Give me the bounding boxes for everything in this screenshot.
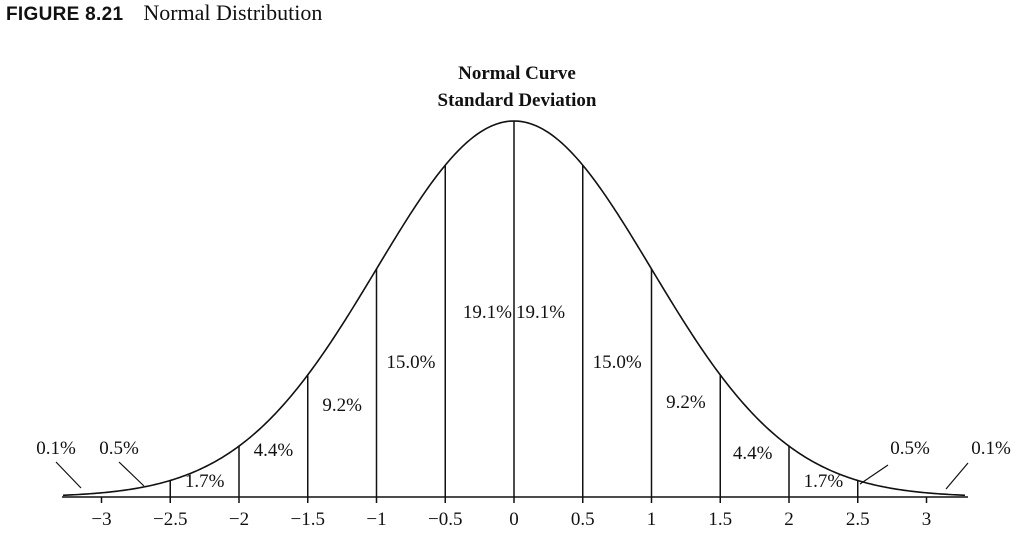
chart-marks: −3 −2.5 −2 −1.5 −1 −0.5 0 0.5 1 1.5 2 2.5 3 0.1% 0.5% 1… — [36, 120, 1011, 530]
leader-line-left-0.1 — [55, 461, 82, 489]
leader-line-right-0.1 — [945, 462, 969, 490]
x-tick-label: 0 — [509, 509, 519, 530]
x-tick-label: −3 — [91, 509, 111, 530]
x-tick-label: −2.5 — [153, 509, 187, 530]
x-tick-label: 1 — [647, 509, 657, 530]
segment-label: 0.1% — [36, 438, 76, 459]
segment-label: 15.0% — [593, 352, 642, 373]
segment-label: 9.2% — [322, 395, 362, 416]
figure-number: FIGURE 8.21 — [6, 4, 124, 25]
chart-subtitle: Standard Deviation — [438, 90, 597, 111]
segment-label: 0.5% — [99, 438, 139, 459]
figure-header: FIGURE 8.21 Normal Distribution — [6, 0, 322, 30]
leader-line-right-0.5 — [859, 464, 889, 485]
segment-label: 19.1% — [516, 302, 565, 323]
x-tick-label: 2 — [784, 509, 794, 530]
segment-label: 0.1% — [971, 438, 1011, 459]
x-tick-label: 3 — [922, 509, 932, 530]
segment-label: 19.1% — [463, 302, 512, 323]
segment-label: 1.7% — [185, 471, 225, 492]
segment-label: 4.4% — [733, 443, 773, 464]
segment-label: 1.7% — [804, 471, 844, 492]
leader-line-left-0.5 — [118, 461, 145, 487]
chart-title: Normal Curve — [458, 63, 576, 84]
segment-label: 0.5% — [890, 438, 930, 459]
x-tick-label: 0.5 — [571, 509, 595, 530]
x-tick-label: 1.5 — [708, 509, 732, 530]
x-tick-label: 2.5 — [846, 509, 870, 530]
x-tick-label: −1 — [366, 509, 386, 530]
segment-label: 4.4% — [254, 440, 294, 461]
x-tick-label: −1.5 — [291, 509, 325, 530]
figure-caption: Normal Distribution — [143, 0, 323, 25]
x-tick-label: −2 — [229, 509, 249, 530]
segment-label: 9.2% — [666, 392, 706, 413]
segment-label: 15.0% — [386, 352, 435, 373]
x-tick-label: −0.5 — [428, 509, 462, 530]
